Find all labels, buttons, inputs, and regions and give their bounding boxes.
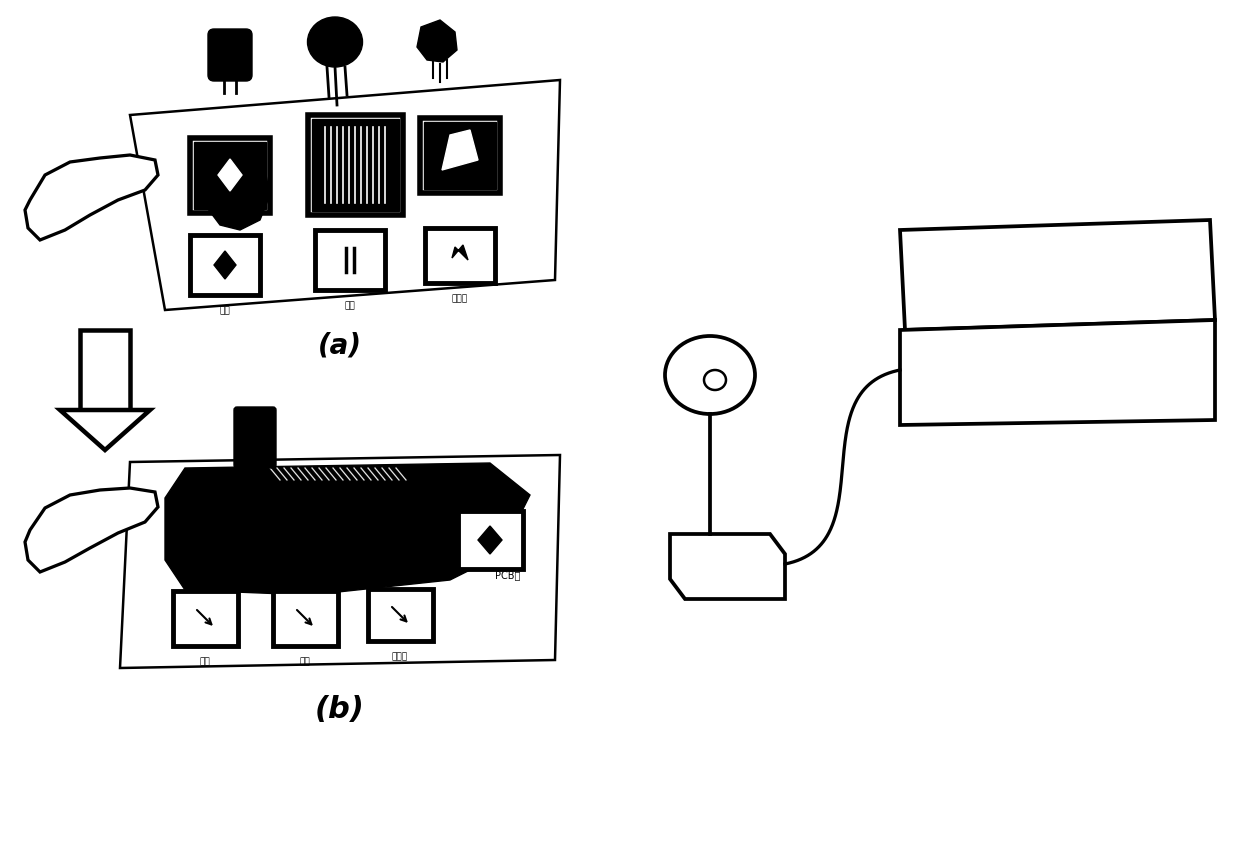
Bar bbox=[458, 511, 522, 569]
Bar bbox=[273, 591, 337, 645]
Bar bbox=[311, 119, 398, 211]
Polygon shape bbox=[120, 455, 560, 668]
Polygon shape bbox=[25, 155, 157, 240]
Bar bbox=[193, 141, 267, 209]
Text: 一站: 一站 bbox=[200, 657, 211, 666]
Polygon shape bbox=[200, 148, 270, 230]
Polygon shape bbox=[130, 80, 560, 310]
Ellipse shape bbox=[308, 17, 362, 67]
Text: 三站居: 三站居 bbox=[451, 294, 467, 303]
Polygon shape bbox=[25, 488, 157, 572]
Bar bbox=[420, 117, 500, 193]
Polygon shape bbox=[900, 320, 1215, 425]
Polygon shape bbox=[441, 130, 477, 170]
Text: PCB板: PCB板 bbox=[495, 570, 521, 580]
Bar bbox=[81, 330, 130, 410]
Polygon shape bbox=[165, 463, 529, 595]
Polygon shape bbox=[900, 220, 1215, 330]
Polygon shape bbox=[477, 526, 502, 554]
Text: 一站: 一站 bbox=[219, 306, 231, 316]
Polygon shape bbox=[218, 159, 242, 191]
Bar bbox=[308, 115, 403, 215]
Polygon shape bbox=[60, 410, 150, 450]
FancyBboxPatch shape bbox=[208, 29, 252, 81]
Polygon shape bbox=[670, 534, 785, 599]
Polygon shape bbox=[215, 251, 236, 279]
Text: (b): (b) bbox=[315, 695, 365, 724]
Bar bbox=[190, 235, 260, 295]
Bar bbox=[367, 589, 433, 641]
Bar bbox=[172, 591, 238, 645]
Bar bbox=[425, 228, 495, 282]
Text: (a): (a) bbox=[317, 331, 362, 359]
Bar bbox=[315, 230, 384, 290]
Text: 三站居: 三站居 bbox=[392, 652, 408, 662]
Ellipse shape bbox=[665, 336, 755, 414]
Polygon shape bbox=[417, 20, 458, 62]
Bar bbox=[190, 138, 270, 212]
Polygon shape bbox=[453, 245, 467, 260]
Text: 二站: 二站 bbox=[300, 657, 310, 666]
FancyBboxPatch shape bbox=[234, 407, 277, 468]
Ellipse shape bbox=[704, 370, 725, 390]
Text: 二站: 二站 bbox=[345, 301, 356, 311]
Bar bbox=[424, 122, 496, 188]
